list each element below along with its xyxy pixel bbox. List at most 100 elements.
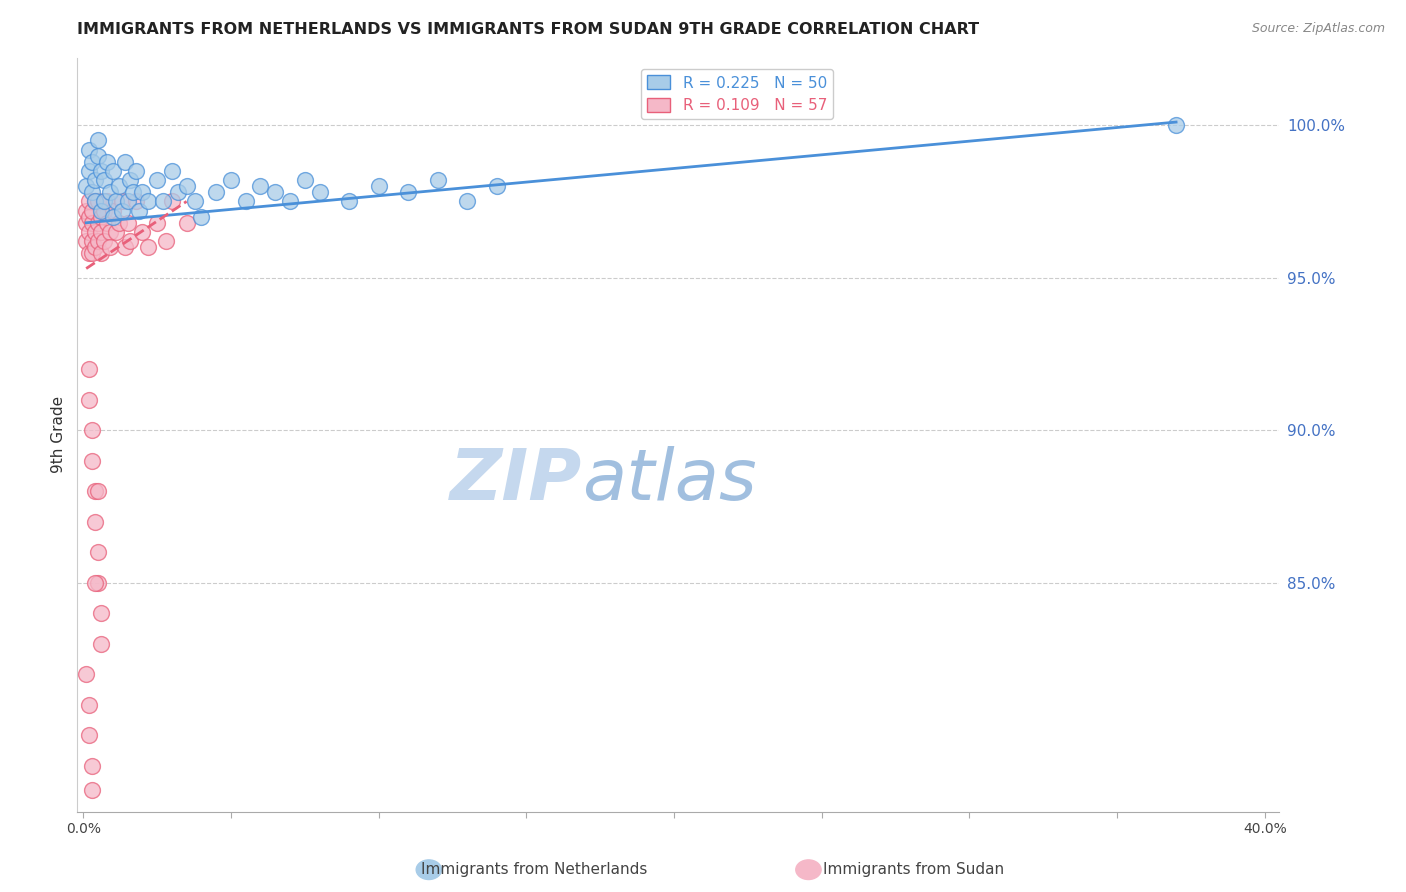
Point [1164,118,1187,132]
Point [114,154,136,169]
Point [77,246,100,260]
Point [101,203,124,218]
Point [90,164,112,178]
Point [82,783,104,797]
Point [87,234,110,248]
Point [184,194,207,209]
Point [82,759,104,773]
Point [278,194,301,209]
Point [104,225,127,239]
Point [90,246,112,260]
Point [160,194,183,209]
Text: atlas: atlas [582,446,756,515]
Point [456,194,478,209]
Point [90,225,112,239]
Point [117,194,139,209]
Point [396,186,419,200]
Point [93,173,115,187]
Point [249,179,271,194]
Point [87,545,110,559]
Point [84,225,107,239]
Point [87,148,110,162]
Point [96,216,118,230]
Point [104,194,127,209]
Point [75,203,97,218]
Point [90,203,112,218]
Point [190,210,212,224]
Point [205,186,228,200]
Point [77,143,100,157]
Point [131,225,153,239]
Point [93,203,115,218]
Point [77,210,100,224]
Point [101,210,124,224]
Point [98,240,121,254]
Point [107,216,129,230]
Point [166,186,188,200]
Point [136,240,159,254]
Point [82,234,104,248]
Point [84,194,107,209]
Point [87,575,110,590]
Point [93,194,115,209]
Point [82,454,104,468]
Point [120,173,142,187]
Point [125,194,148,209]
Point [136,194,159,209]
Point [146,216,169,230]
Point [160,164,183,178]
Point [98,186,121,200]
Point [77,728,100,742]
Point [75,179,97,194]
Point [82,203,104,218]
Point [77,164,100,178]
Point [176,216,198,230]
Point [77,194,100,209]
Point [122,186,145,200]
Point [87,484,110,499]
Point [90,637,112,651]
Point [75,667,97,681]
Point [98,225,121,239]
Point [90,210,112,224]
Point [90,607,112,621]
Point [117,216,139,230]
Point [131,186,153,200]
Text: Immigrants from Sudan: Immigrants from Sudan [824,863,1004,877]
Point [87,194,110,209]
Point [77,362,100,376]
Point [152,194,174,209]
Point [367,179,389,194]
Point [82,246,104,260]
Point [87,216,110,230]
Point [128,203,150,218]
Text: ZIP: ZIP [450,446,582,515]
Point [84,575,107,590]
Point [84,173,107,187]
Point [82,423,104,437]
Point [84,240,107,254]
Point [96,194,118,209]
Point [77,698,100,712]
Point [101,164,124,178]
Point [77,392,100,407]
Point [426,173,449,187]
Point [75,234,97,248]
Point [82,216,104,230]
Point [176,179,198,194]
Point [82,154,104,169]
Point [219,173,242,187]
Point [84,484,107,499]
Point [96,154,118,169]
Point [146,173,169,187]
Point [485,179,508,194]
Point [155,234,177,248]
Point [120,234,142,248]
Point [114,240,136,254]
Point [337,194,360,209]
Point [75,216,97,230]
Point [87,133,110,147]
Point [107,179,129,194]
Point [111,194,134,209]
Point [264,186,287,200]
